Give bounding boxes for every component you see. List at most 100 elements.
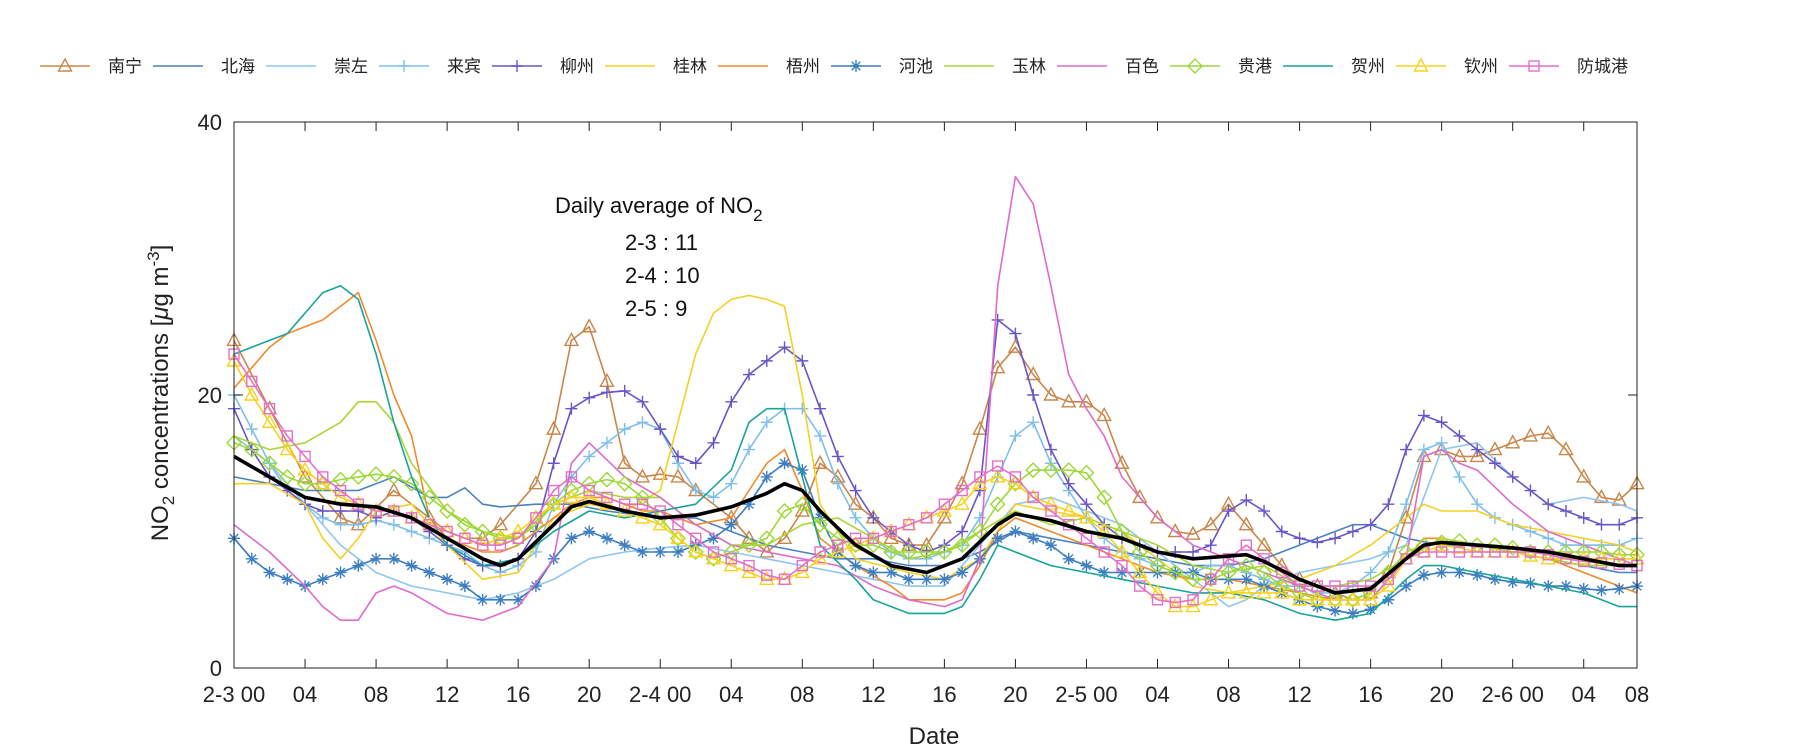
data-point	[1382, 593, 1395, 606]
data-point	[1558, 441, 1574, 456]
legend-item: 河池	[831, 57, 933, 76]
data-point	[1504, 539, 1521, 556]
annotation-line: 2-3 : 11	[625, 230, 698, 255]
data-point	[1222, 505, 1235, 518]
data-point	[1453, 470, 1466, 483]
data-point	[1346, 525, 1359, 538]
data-point	[352, 559, 365, 572]
data-point	[669, 530, 686, 547]
annotation-line: 2-5 : 9	[625, 296, 687, 321]
data-point	[1238, 584, 1254, 599]
data-point	[725, 518, 738, 531]
data-point	[636, 498, 649, 510]
data-point	[1611, 491, 1627, 506]
data-point	[1542, 532, 1555, 545]
data-point	[1542, 498, 1555, 511]
data-point	[279, 468, 296, 485]
data-point	[1009, 327, 1022, 340]
data-point	[246, 375, 258, 388]
legend-marker	[398, 60, 410, 72]
legend-item: 玉林	[944, 57, 1046, 76]
data-point	[687, 543, 704, 560]
data-point	[1611, 546, 1628, 563]
data-point	[512, 532, 524, 545]
data-point	[583, 484, 595, 497]
data-point	[1540, 424, 1556, 439]
data-point	[599, 495, 615, 510]
data-point	[1042, 462, 1059, 479]
x-tick-label: 08	[1216, 682, 1240, 707]
x-tick-label: 04	[293, 682, 317, 707]
data-point	[1505, 434, 1521, 449]
data-point	[1453, 429, 1466, 442]
data-point	[618, 384, 631, 397]
data-point	[741, 563, 757, 579]
data-point	[439, 503, 456, 520]
series-line	[233, 175, 1638, 622]
data-point	[920, 512, 933, 524]
data-point	[1149, 557, 1166, 574]
data-point	[1044, 443, 1057, 456]
data-point	[1134, 580, 1146, 592]
data-point	[405, 559, 418, 572]
data-point	[778, 573, 791, 585]
y-tick-label: 40	[198, 110, 222, 135]
x-tick-label: 12	[1287, 682, 1311, 707]
data-point	[1220, 564, 1237, 581]
data-point	[867, 511, 880, 524]
data-point	[1044, 539, 1057, 552]
data-point	[1293, 532, 1306, 545]
data-point	[1469, 447, 1485, 463]
data-point	[636, 416, 649, 429]
data-point	[707, 436, 720, 449]
legend-label: 北海	[221, 57, 255, 76]
chart-legend: 南宁 北海 崇左 来宾 柳州 桂林 梧州 河池 玉林 百色 贵港 贺州 钦州 防城港	[40, 57, 1628, 76]
data-point	[334, 566, 347, 579]
x-axis-title: Date	[909, 723, 960, 750]
x-tick-label: 12	[435, 682, 459, 707]
data-point	[1060, 462, 1077, 479]
data-point	[1204, 539, 1217, 552]
data-point	[297, 468, 313, 483]
data-point	[617, 454, 633, 469]
legend-item: 崇左	[266, 57, 368, 76]
data-point	[352, 518, 365, 531]
data-point	[1115, 566, 1128, 579]
data-point	[1240, 573, 1253, 586]
data-point	[956, 566, 969, 579]
data-point	[794, 496, 811, 513]
data-point	[741, 537, 758, 554]
data-point	[510, 523, 526, 538]
data-point	[1132, 488, 1148, 504]
data-point	[1025, 366, 1041, 381]
data-point	[1435, 566, 1448, 579]
series-11	[233, 284, 1637, 622]
data-point	[1524, 484, 1537, 497]
data-point	[474, 529, 491, 545]
data-point	[989, 468, 1006, 483]
data-point	[900, 543, 917, 560]
data-point	[1433, 534, 1450, 551]
data-point	[936, 509, 953, 524]
legend-label: 河池	[899, 57, 933, 76]
data-point	[1185, 571, 1202, 588]
data-point	[1203, 591, 1219, 606]
data-point	[814, 402, 827, 415]
data-point	[492, 516, 509, 531]
data-point	[849, 484, 862, 497]
data-point	[1256, 564, 1273, 581]
data-point	[725, 395, 738, 408]
data-point	[1220, 584, 1237, 599]
series-line	[233, 284, 1637, 622]
data-point	[671, 450, 684, 463]
data-point	[1027, 389, 1040, 401]
data-point	[530, 512, 542, 524]
data-point	[1007, 475, 1024, 490]
data-point	[1400, 553, 1412, 565]
data-point	[991, 313, 1004, 326]
data-point	[760, 416, 773, 429]
data-point	[1577, 582, 1590, 595]
legend-label: 柳州	[560, 57, 594, 76]
x-tick-label: 04	[1571, 682, 1595, 707]
data-point	[1488, 573, 1501, 586]
